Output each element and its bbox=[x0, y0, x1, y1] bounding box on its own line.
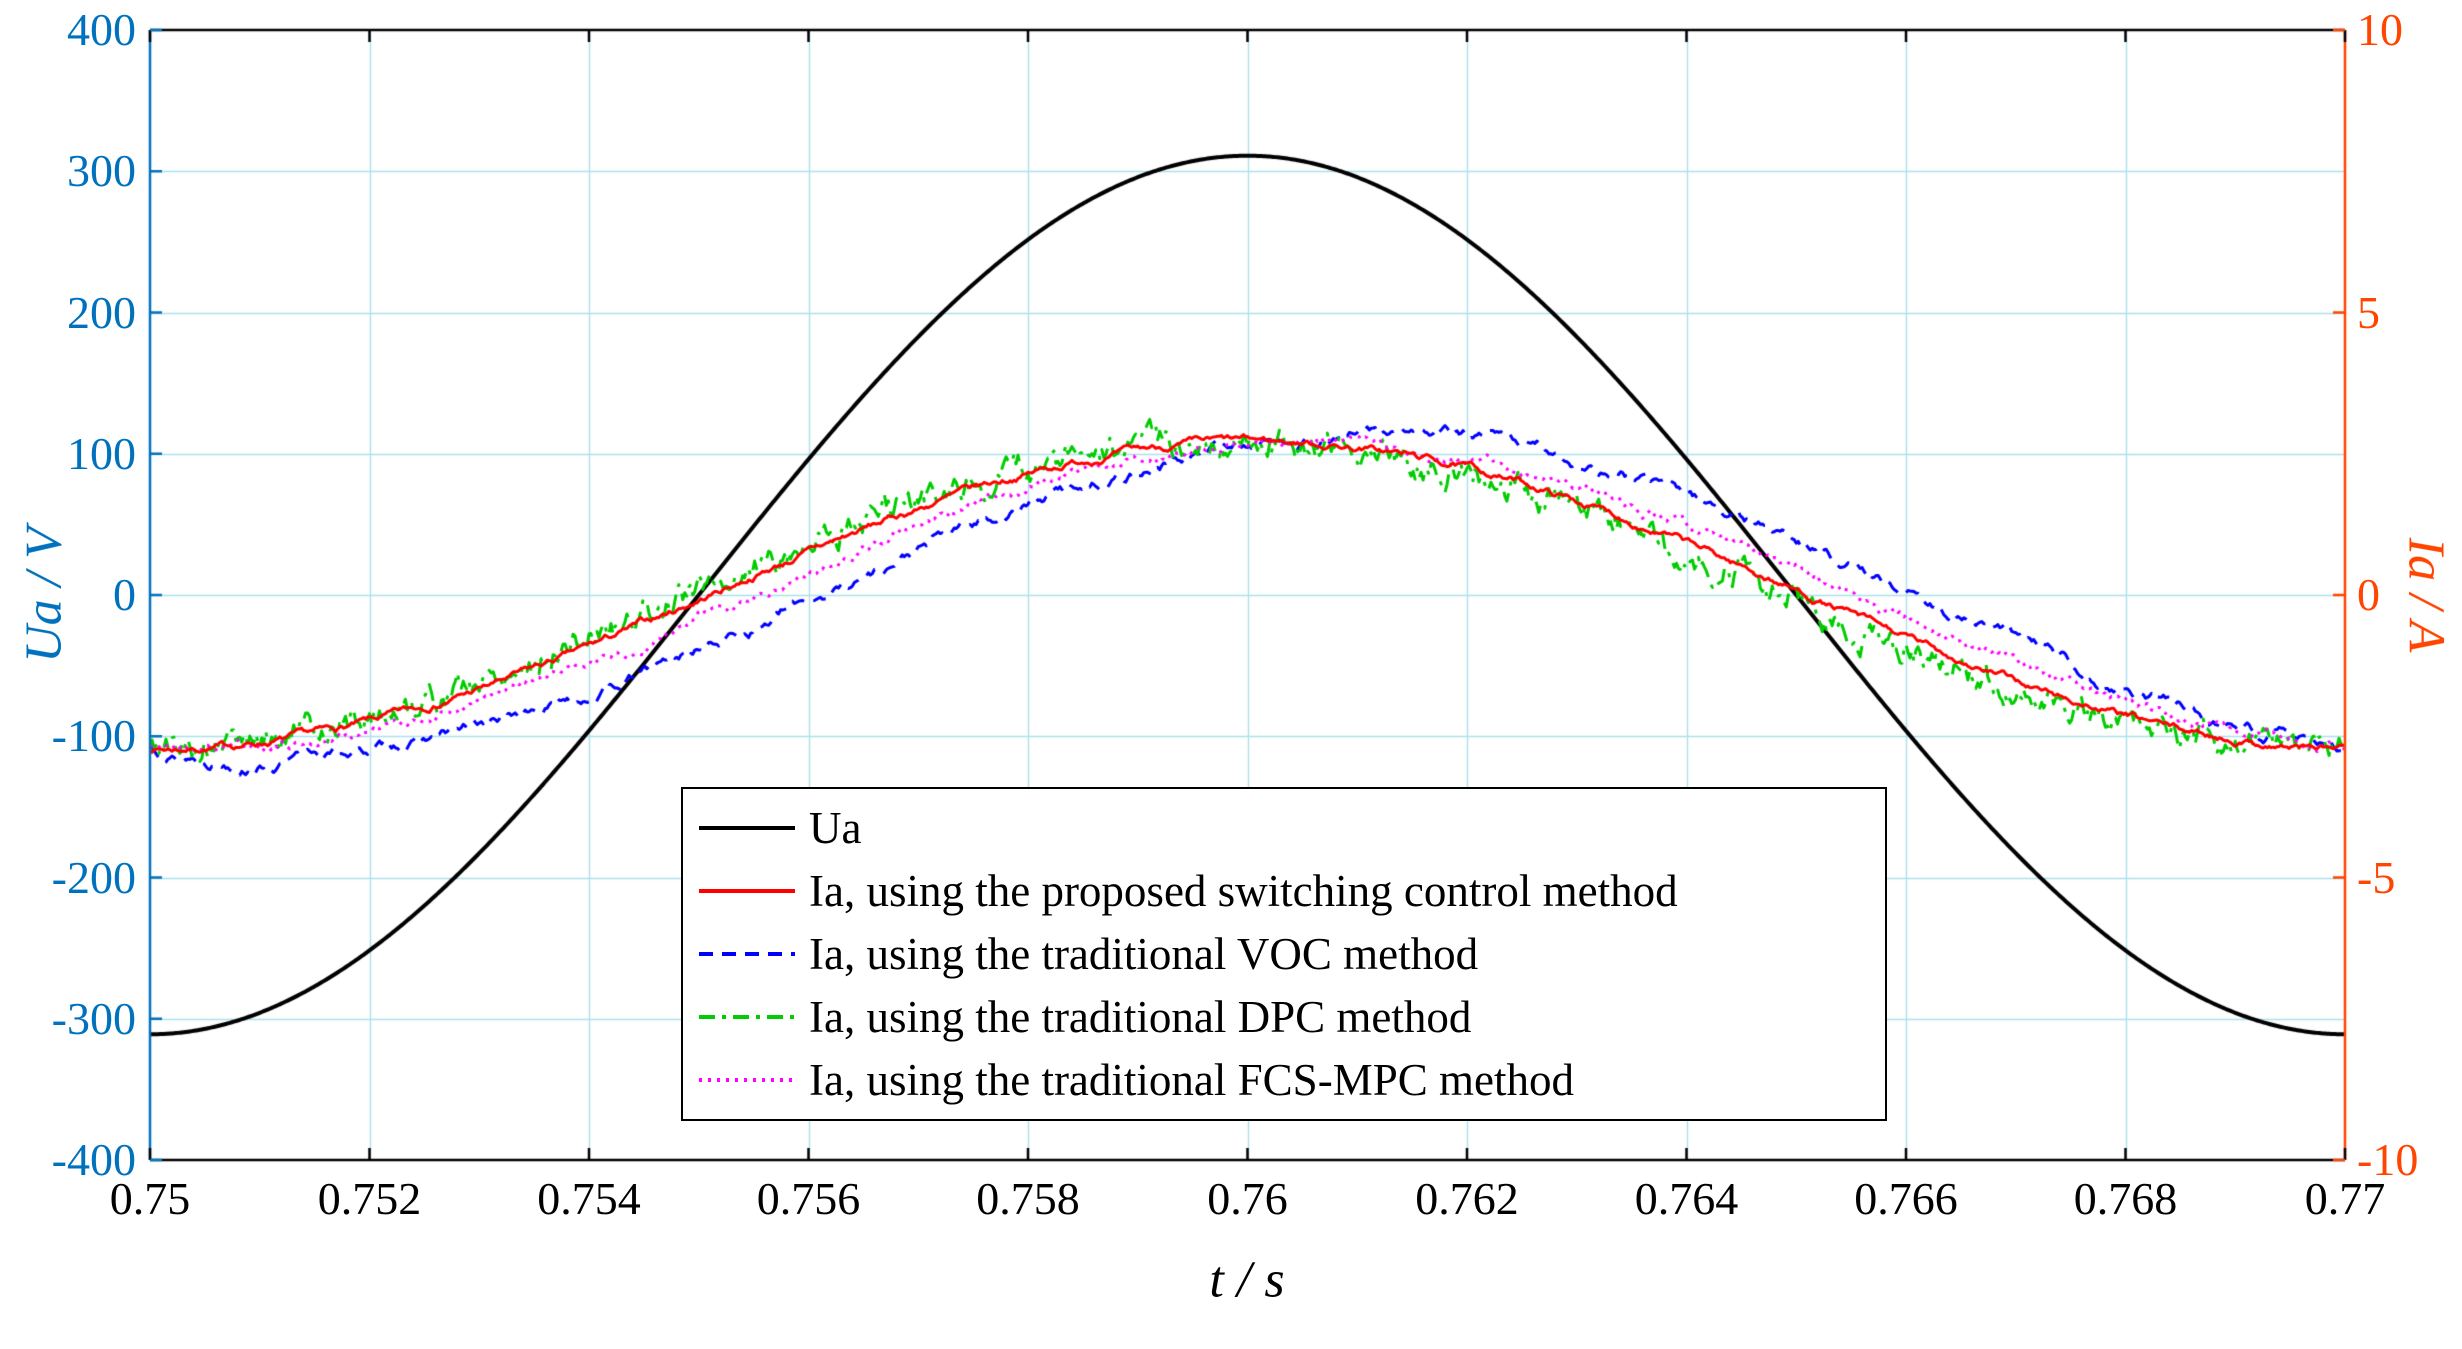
legend-label: Ia, using the proposed switching control… bbox=[809, 866, 1678, 916]
tick-label: -200 bbox=[51, 851, 136, 903]
tick-label: 0.758 bbox=[976, 1173, 1080, 1224]
tick-label: 100 bbox=[67, 427, 136, 479]
tick-label: -100 bbox=[51, 710, 136, 762]
tick-label: 10 bbox=[2357, 4, 2403, 55]
legend-entry: Ua bbox=[697, 798, 1875, 858]
legend: Ua Ia, using the proposed switching contr… bbox=[681, 787, 1887, 1121]
tick-label: 0.75 bbox=[109, 1173, 191, 1224]
tick-label: -400 bbox=[51, 1134, 136, 1185]
legend-entry: Ia, using the traditional VOC method bbox=[697, 924, 1875, 984]
tick-label: 0.766 bbox=[1854, 1173, 1958, 1224]
tick-label: 0.762 bbox=[1415, 1173, 1519, 1224]
tick-label: 0.756 bbox=[756, 1173, 861, 1224]
legend-line-sample bbox=[699, 952, 795, 956]
tick-label: 0.768 bbox=[2073, 1173, 2178, 1224]
tick-label: 0 bbox=[113, 569, 136, 620]
tick-label: -10 bbox=[2357, 1134, 2419, 1185]
tick-label: -300 bbox=[51, 992, 136, 1044]
tick-label: 5 bbox=[2357, 286, 2380, 338]
tick-label: 0.764 bbox=[1634, 1173, 1739, 1224]
legend-line-sample bbox=[699, 889, 795, 893]
legend-label: Ua bbox=[809, 803, 862, 853]
tick-label: 300 bbox=[67, 145, 136, 197]
tick-label: 400 bbox=[67, 4, 136, 55]
tick-label: 0.76 bbox=[1207, 1173, 1288, 1224]
tick-label: 200 bbox=[67, 286, 136, 338]
legend-line-sample bbox=[699, 1078, 795, 1082]
legend-label: Ia, using the traditional FCS-MPC method bbox=[809, 1055, 1574, 1105]
x-axis-label: t / s bbox=[1209, 1251, 1285, 1309]
legend-line-sample bbox=[699, 1015, 795, 1019]
tick-label: 0.77 bbox=[2304, 1173, 2386, 1224]
legend-entry: Ia, using the proposed switching control… bbox=[697, 861, 1875, 921]
legend-entry: Ia, using the traditional DPC method bbox=[697, 987, 1875, 1047]
legend-label: Ia, using the traditional DPC method bbox=[809, 992, 1472, 1042]
tick-label: 0.752 bbox=[317, 1173, 422, 1224]
legend-line-sample bbox=[699, 826, 795, 830]
tick-label: 0.754 bbox=[537, 1173, 641, 1224]
legend-entry: Ia, using the traditional FCS-MPC method bbox=[697, 1050, 1875, 1110]
legend-label: Ia, using the traditional VOC method bbox=[809, 929, 1479, 979]
tick-label: 0 bbox=[2357, 569, 2380, 620]
tick-label: -5 bbox=[2357, 851, 2396, 903]
